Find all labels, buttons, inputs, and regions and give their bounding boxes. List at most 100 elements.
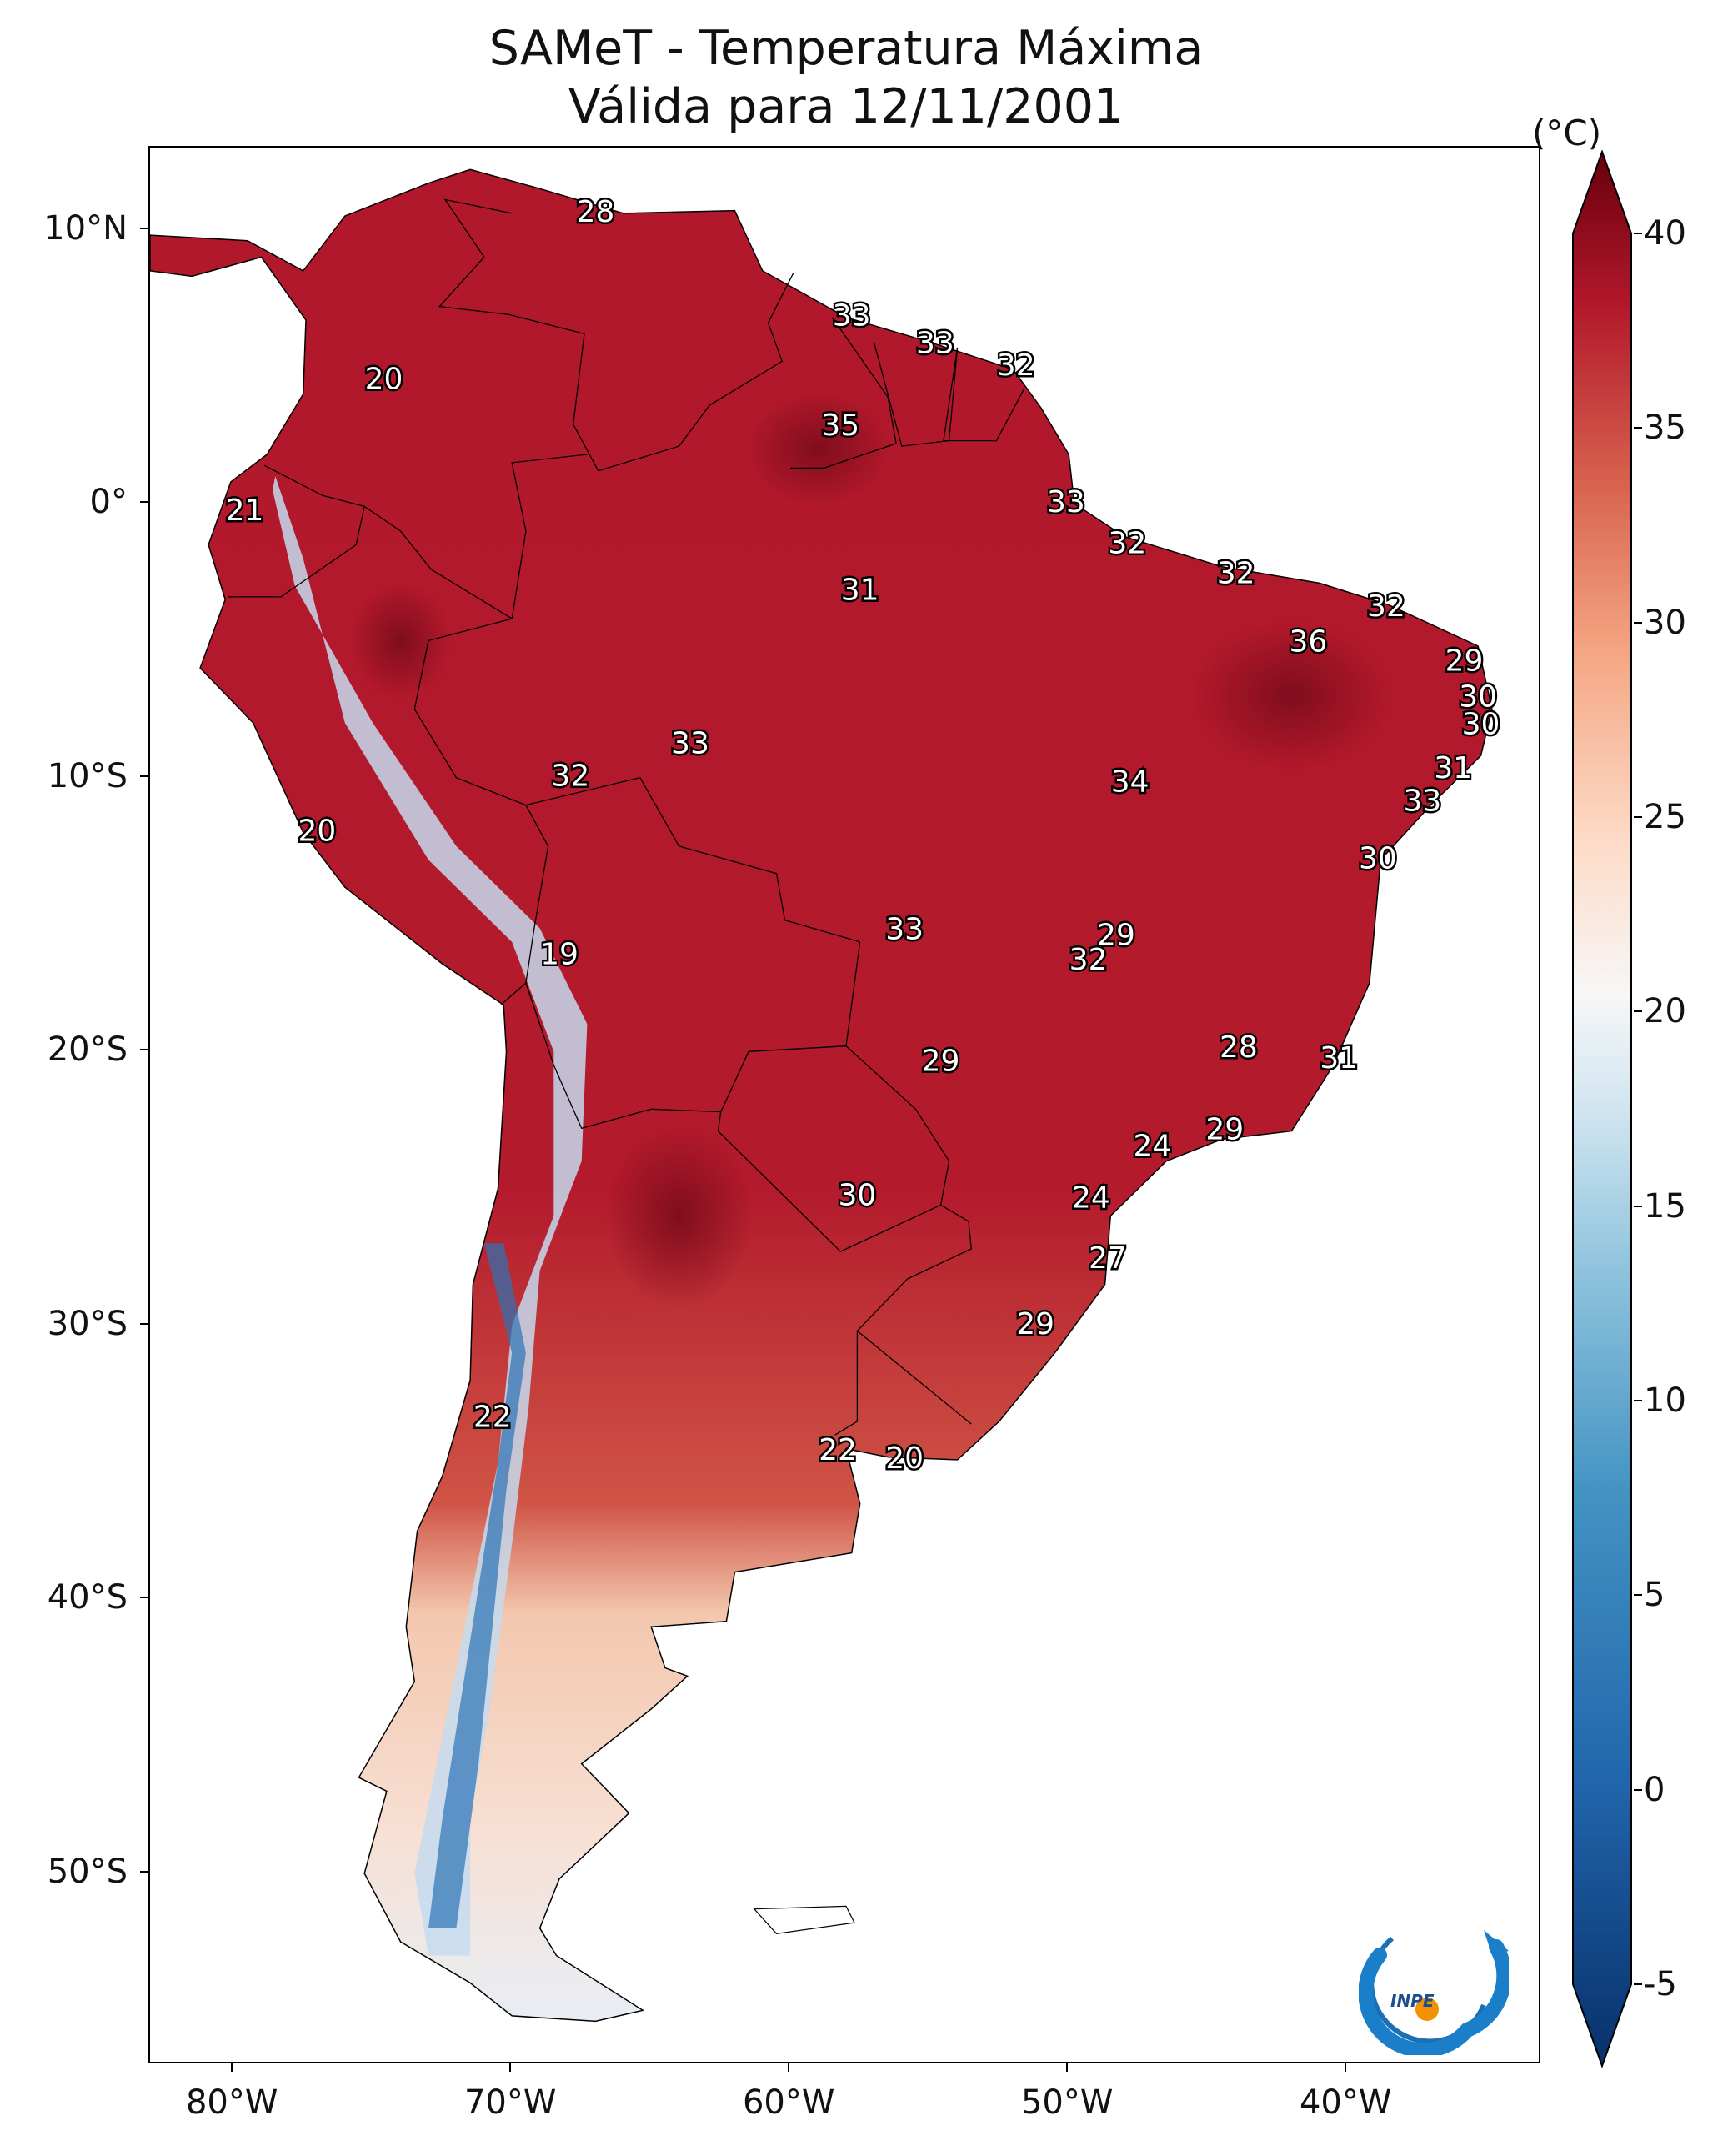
andes-cold-core [428, 1243, 526, 1928]
country-borders [228, 198, 1025, 1436]
country-border [873, 342, 959, 447]
station-label: 33 [671, 726, 709, 760]
hot-spot [743, 390, 894, 508]
station-label: 33 [916, 327, 954, 361]
station-label: 20 [885, 1442, 924, 1476]
station-label: 29 [1205, 1113, 1244, 1147]
longitude-tick-label: 50°W [1020, 2083, 1114, 2122]
station-label: 31 [1434, 751, 1472, 785]
station-label: 20 [298, 814, 336, 848]
longitude-tick-mark [788, 2063, 790, 2072]
country-border [413, 709, 549, 984]
station-label: 19 [540, 937, 579, 971]
latitude-tick-mark [140, 501, 148, 504]
station-label: 36 [1290, 625, 1328, 659]
colorbar-tick-label: 35 [1644, 409, 1686, 448]
country-border [790, 317, 897, 469]
map-subtitle: Válida para 12/11/2001 [568, 79, 1124, 134]
latitude-tick-label: 40°S [47, 1578, 128, 1617]
latitude-tick-label: 30°S [47, 1304, 128, 1343]
colorbar-tick-mark [1634, 1400, 1642, 1401]
country-border [639, 777, 860, 943]
station-label: 31 [841, 573, 879, 607]
hot-spot [1191, 620, 1392, 771]
colorbar-tick-label: 0 [1644, 1770, 1665, 1809]
station-label: 29 [1016, 1307, 1054, 1341]
svg-text:INPE: INPE [1390, 1991, 1435, 2011]
colorbar-tick-mark [1634, 816, 1642, 818]
colorbar-unit: (°C) [1532, 113, 1602, 153]
station-label: 24 [1133, 1129, 1171, 1163]
hot-spot [350, 582, 451, 699]
colorbar-tick-mark [1634, 1983, 1642, 1985]
colorbar-tick-label: 5 [1644, 1576, 1665, 1615]
country-border [438, 198, 599, 472]
colorbar-tick-label: 20 [1644, 992, 1686, 1031]
longitude-tick-mark [509, 2063, 512, 2072]
colorbar-tick-label: 40 [1644, 214, 1686, 253]
latitude-tick-mark [140, 1322, 148, 1325]
country-border [943, 347, 1025, 442]
country-border [525, 777, 640, 806]
colorbar-tick-mark [1634, 1788, 1642, 1791]
colorbar-tick-label: 25 [1644, 798, 1686, 836]
latitude-tick-mark [140, 775, 148, 777]
country-border [228, 464, 365, 598]
colorbar-tick-label: 30 [1644, 603, 1686, 642]
latitude-tick-mark [140, 1597, 148, 1599]
station-label: 29 [1097, 918, 1135, 952]
country-border [834, 1204, 972, 1436]
station-label: 21 [226, 494, 264, 528]
country-border [363, 505, 513, 619]
station-label: 32 [997, 348, 1035, 383]
station-label: 28 [1220, 1030, 1258, 1065]
longitude-tick-mark [231, 2063, 233, 2072]
colorbar-tick-label: 10 [1644, 1381, 1686, 1420]
station-label: 28 [576, 195, 614, 229]
latitude-tick-label: 20°S [47, 1030, 128, 1070]
falkland-islands [753, 1905, 855, 1934]
country-border [856, 1330, 972, 1425]
station-label: 33 [1047, 485, 1085, 519]
map-title: SAMeT - Temperatura Máxima [488, 21, 1204, 76]
station-label: 34 [1111, 765, 1150, 799]
station-label: 20 [365, 362, 403, 396]
latitude-tick-label: 10°N [43, 208, 128, 248]
country-border [413, 454, 588, 709]
station-label: 30 [1359, 841, 1397, 875]
colorbar-tick-label: 15 [1644, 1186, 1686, 1226]
station-label: 27 [1089, 1241, 1127, 1276]
station-label: 24 [1072, 1181, 1110, 1216]
longitude-tick-label: 70°W [463, 2083, 557, 2122]
country-border [500, 982, 527, 1005]
longitude-tick-label: 80°W [185, 2083, 278, 2122]
colorbar-tick-mark [1634, 1594, 1642, 1597]
station-label: 31 [1320, 1041, 1358, 1075]
latitude-tick-label: 10°S [47, 756, 128, 795]
colorbar-tick-mark [1634, 1205, 1642, 1207]
longitude-tick-label: 40°W [1299, 2083, 1392, 2122]
colorbar-tick-mark [1634, 233, 1642, 234]
latitude-tick-label: 50°S [47, 1853, 128, 1891]
country-border [598, 273, 794, 472]
station-label: 32 [1108, 526, 1146, 560]
station-label: 32 [1069, 943, 1108, 977]
station-label: 22 [819, 1433, 857, 1467]
station-label: 30 [1459, 679, 1497, 714]
latitude-tick-mark [140, 1049, 148, 1051]
longitude-tick-mark [1345, 2063, 1347, 2072]
inpe-logo: INPE [1359, 1930, 1509, 2055]
latitude-tick-mark [140, 227, 148, 229]
country-border [525, 941, 861, 1130]
station-label: 32 [1367, 589, 1405, 624]
latitude-tick-mark [140, 1871, 148, 1873]
colorbar-tick-label: -5 [1644, 1965, 1677, 2003]
latitude-tick-label: 0° [89, 483, 128, 522]
longitude-tick-mark [1066, 2063, 1069, 2072]
station-label: 32 [1217, 557, 1255, 591]
longitude-tick-label: 60°W [742, 2083, 835, 2122]
station-label: 32 [551, 760, 589, 794]
hot-spot [604, 1124, 754, 1308]
